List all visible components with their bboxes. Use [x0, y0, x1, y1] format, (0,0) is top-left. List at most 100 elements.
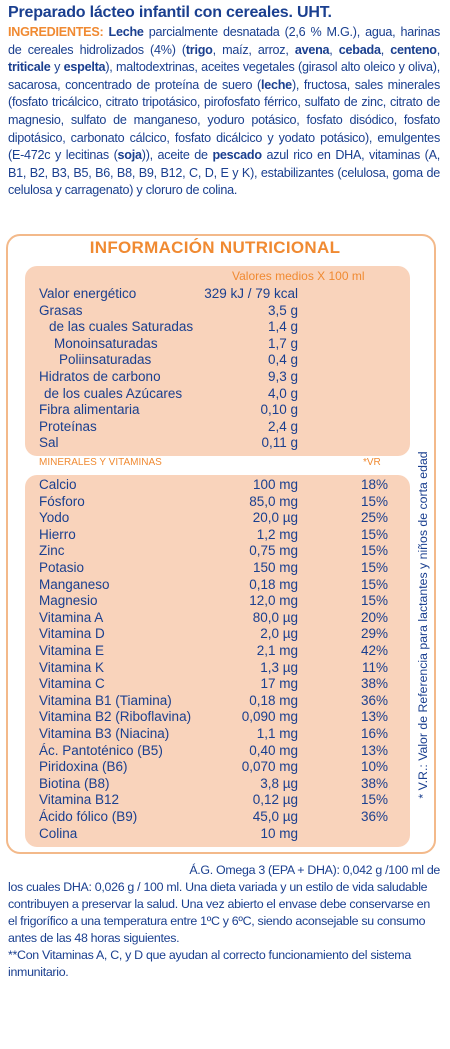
nutrient-value: 3,5 g	[267, 302, 298, 318]
mineral-name: Yodo	[39, 510, 70, 526]
ingredient-text: azul rico en DHA, vitaminas (A, B1, B2, …	[8, 148, 440, 198]
allergen: trigo	[185, 42, 213, 57]
mineral-vr: 13%	[360, 742, 388, 758]
ingredient-text: y	[50, 60, 64, 75]
mineral-value: 0,40 mg	[249, 742, 298, 758]
nutrient-name: Proteínas	[39, 418, 97, 434]
side-note: * V.R.: Valor de Referencia para lactant…	[408, 410, 438, 840]
allergen: cebada	[338, 42, 381, 57]
mineral-name: Vitamina B3 (Niacina)	[39, 726, 170, 741]
nutrition-values-box	[25, 266, 410, 456]
nutrient-value: 2,4 g	[267, 418, 298, 434]
mineral-name: Manganeso	[39, 576, 110, 592]
mineral-vr: 38%	[360, 676, 388, 692]
ingredient-text: ), maltodextrinas, aceites vegetales (gi…	[8, 60, 440, 92]
mineral-value: 0,18 mg	[249, 692, 298, 708]
mineral-name: Vitamina E	[39, 643, 105, 658]
mineral-value: 100 mg	[252, 477, 298, 492]
ingredient-text: ,	[380, 42, 391, 57]
allergen: Leche	[108, 25, 144, 39]
ingredient-text: ,	[329, 42, 339, 57]
mineral-vr: 11%	[361, 659, 388, 675]
nutrient-value: 4,0 g	[267, 385, 298, 401]
mineral-vr: 36%	[360, 692, 388, 708]
ingredients-text: INGREDIENTES: Leche parcialmente desnata…	[8, 24, 440, 200]
mineral-value: 2,0 µg	[260, 626, 298, 642]
omega3-line: Á.G. Omega 3 (EPA + DHA): 0,042 g /100 m…	[189, 863, 440, 877]
vitamins-note: **Con Vitaminas A, C, y D que ayudan al …	[8, 948, 411, 979]
nutrient-name: Poliinsaturadas	[59, 352, 152, 368]
ingredient-text: ,	[436, 42, 441, 57]
allergen: avena	[294, 42, 330, 57]
nutrition-title: INFORMACIÓN NUTRICIONAL	[89, 238, 341, 257]
nutrient-name: Grasas	[39, 302, 83, 318]
mineral-vr: 15%	[360, 593, 388, 609]
allergen: leche	[260, 77, 292, 92]
mineral-vr: 15%	[360, 493, 388, 509]
mineral-name: Ác. Pantoténico (B5)	[39, 742, 163, 758]
mineral-name: Fósforo	[39, 493, 85, 509]
nutrient-value: 0,11 g	[261, 435, 298, 451]
product-title: Preparado lácteo infantil con cereales. …	[8, 4, 332, 21]
values-header: Valores medios X 100 ml	[232, 269, 365, 283]
vr-header: *VR	[363, 457, 381, 468]
nutrient-name: Monoinsaturadas	[54, 335, 158, 351]
mineral-value: 0,75 mg	[249, 543, 298, 559]
nutrient-value: 0,4 g	[267, 352, 298, 368]
mineral-value: 0,12 µg	[252, 792, 298, 808]
nutrient-name: Sal	[39, 435, 59, 451]
allergen: triticale	[8, 60, 51, 75]
nutrient-value: 0,10 g	[260, 402, 298, 418]
mineral-name: Biotina (B8)	[39, 775, 110, 791]
mineral-vr: 42%	[360, 643, 388, 658]
mineral-value: 3,8 µg	[260, 775, 298, 791]
mineral-vr: 16%	[360, 726, 388, 741]
mineral-value: 1,3 µg	[260, 659, 298, 675]
mineral-value: 17 mg	[260, 676, 298, 692]
mineral-value: 80,0 µg	[252, 609, 298, 625]
ingredient-text: ), fructosa, sales minerales (fosfato tr…	[8, 77, 440, 163]
mineral-name: Vitamina D	[39, 626, 105, 642]
mineral-vr: 20%	[360, 609, 388, 625]
side-note-text: * V.R.: Valor de Referencia para lactant…	[416, 451, 430, 799]
minerals-box	[25, 475, 410, 847]
nutrient-name: Fibra alimentaria	[39, 402, 140, 418]
allergen: espelta	[63, 60, 106, 75]
mineral-value: 20,0 µg	[252, 510, 298, 526]
mineral-vr: 38%	[360, 775, 388, 791]
mineral-name: Vitamina K	[39, 659, 105, 675]
mineral-value: 2,1 mg	[256, 643, 298, 658]
storage-note: los cuales DHA: 0,026 g / 100 ml. Una di…	[8, 880, 430, 945]
mineral-value: 1,2 mg	[256, 526, 298, 542]
mineral-name: Calcio	[39, 477, 77, 492]
nutrient-value: 329 kJ / 79 kcal	[204, 286, 298, 301]
nutrient-name: de los cuales Azúcares	[44, 385, 183, 401]
allergen: centeno	[390, 42, 437, 57]
minerals-header: MINERALES Y VITAMINAS	[39, 457, 162, 468]
nutrient-name: Hidratos de carbono	[39, 369, 161, 384]
allergen: soja	[117, 148, 142, 163]
ingredient-text: parcialmente desnatada (2,6 % M.G.), agu…	[8, 25, 440, 57]
mineral-name: Zinc	[39, 543, 65, 559]
mineral-name: Hierro	[39, 526, 76, 542]
mineral-vr: 15%	[360, 792, 388, 808]
mineral-vr: 15%	[360, 560, 388, 575]
mineral-name: Ácido fólico (B9)	[39, 809, 138, 824]
mineral-name: Vitamina B12	[39, 792, 120, 808]
mineral-value: 0,070 mg	[241, 759, 298, 775]
mineral-name: Vitamina C	[39, 676, 105, 692]
ingredients-label: INGREDIENTES:	[8, 25, 104, 39]
ingredient-text: )), aceite de	[141, 148, 213, 163]
mineral-value: 45,0 µg	[252, 809, 298, 824]
mineral-vr: 36%	[360, 809, 388, 824]
mineral-vr: 18%	[360, 477, 388, 492]
mineral-name: Piridoxina (B6)	[39, 759, 128, 775]
mineral-vr: 15%	[360, 576, 388, 592]
mineral-vr: 15%	[360, 526, 388, 542]
ingredients-body: Leche parcialmente desnatada (2,6 % M.G.…	[8, 25, 440, 197]
mineral-vr: 25%	[360, 510, 388, 526]
mineral-name: Colina	[39, 825, 78, 841]
mineral-value: 1,1 mg	[256, 726, 298, 741]
mineral-vr: 15%	[360, 543, 388, 559]
mineral-name: Magnesio	[39, 593, 98, 609]
